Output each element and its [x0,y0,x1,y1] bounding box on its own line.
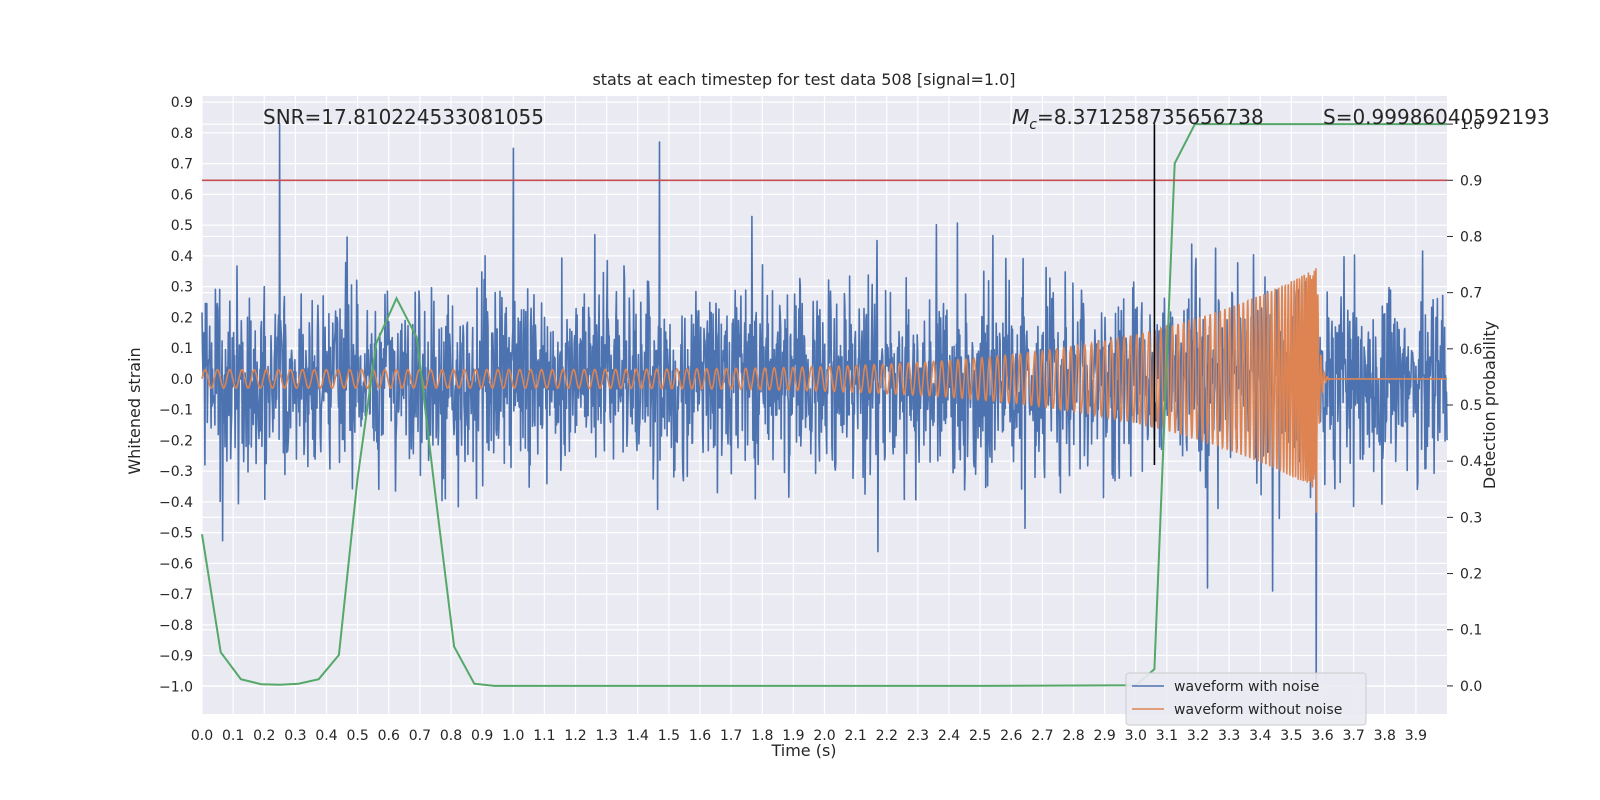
y2-tick-label: 0.6 [1460,342,1482,358]
y-tick-label: 0.5 [171,218,193,234]
x-tick-label: 1.6 [689,728,711,744]
x-tick-label: 0.6 [378,728,400,744]
mc-subscript: c [1029,117,1037,133]
s-annotation: S=0.99986040592193 [1323,105,1550,129]
x-tick-label: 0.3 [284,728,306,744]
x-tick-label: 2.7 [1031,728,1053,744]
y2-tick-label: 0.8 [1460,229,1482,245]
x-tick-label: 0.1 [222,728,244,744]
legend: waveform with noise waveform without noi… [1125,672,1367,726]
x-tick-label: 3.0 [1125,728,1147,744]
mc-symbol: M [1012,105,1029,129]
x-tick-label: 3.8 [1374,728,1396,744]
y-tick-label: 0.1 [171,341,193,357]
y-tick-label: 0.8 [171,126,193,142]
x-tick-label: 2.3 [907,728,929,744]
x-tick-label: 1.2 [564,728,586,744]
y-tick-label: 0.9 [171,95,193,111]
x-tick-label: 1.1 [533,728,555,744]
x-tick-label: 0.9 [471,728,493,744]
x-tick-label: 3.6 [1311,728,1333,744]
y-tick-label: −0.4 [159,495,193,511]
y-tick-label: −0.6 [159,556,193,572]
x-tick-label: 0.0 [191,728,213,744]
x-tick-label: 2.4 [938,728,960,744]
x-tick-label: 2.6 [1000,728,1022,744]
x-tick-label: 3.5 [1280,728,1302,744]
mc-value: =8.371258735656738 [1037,105,1264,129]
y-tick-label: 0.2 [171,310,193,326]
x-tick-label: 1.5 [658,728,680,744]
x-tick-label: 0.8 [440,728,462,744]
x-tick-label: 3.7 [1342,728,1364,744]
x-tick-label: 3.9 [1405,728,1427,744]
y-axis-label: Whitened strain [125,347,144,474]
x-tick-label: 1.9 [782,728,804,744]
y-tick-label: 0.0 [171,372,193,388]
y2-tick-label: 0.9 [1460,173,1482,189]
y-tick-label: −1.0 [159,679,193,695]
series-group [201,122,1448,688]
x-tick-label: 2.5 [969,728,991,744]
x-tick-label: 2.1 [844,728,866,744]
x-tick-label: 1.7 [720,728,742,744]
series-detection-probability [201,123,1447,687]
y-tick-label: −0.7 [159,587,193,603]
x-tick-label: 3.1 [1156,728,1178,744]
y2-tick-label: 0.0 [1460,679,1482,695]
x-tick-label: 0.7 [409,728,431,744]
x-tick-label: 3.4 [1249,728,1271,744]
y-ticks: 0.9 0.8 0.7 0.6 0.5 0.4 0.3 0.2 0.1 0.0 −0.1 −0.2 −0… [159,95,193,695]
y-tick-label: −0.2 [159,433,193,449]
x-tick-label: 1.3 [595,728,617,744]
y-tick-label: −0.3 [159,464,193,480]
y2-tick-label: 0.2 [1460,567,1482,583]
x-ticks: 0.0 0.1 0.2 0.3 0.4 0.5 0.6 0.7 0.8 0.9 1.0 1.1 1.2 1… [191,728,1427,744]
x-tick-label: 1.8 [751,728,773,744]
y-tick-label: 0.4 [171,249,193,265]
y2-tick-label: 0.1 [1460,623,1482,639]
x-tick-label: 3.3 [1218,728,1240,744]
y2-tick-label: 0.7 [1460,286,1482,302]
x-tick-label: 2.0 [813,728,835,744]
legend-box [1125,672,1367,726]
y2-tick-label: 1.0 [1460,117,1482,133]
chart-title: stats at each timestep for test data 508… [592,70,1015,89]
x-tick-label: 0.2 [253,728,275,744]
y2-tick-label: 0.5 [1460,398,1482,414]
y-tick-label: 0.3 [171,280,193,296]
y2-tick-label: 0.4 [1460,454,1482,470]
y-tick-label: −0.1 [159,403,193,419]
y-tick-label: 0.6 [171,187,193,203]
snr-annotation: SNR=17.810224533081055 [263,105,544,129]
x-tick-label: 0.5 [346,728,368,744]
x-tick-label: 3.2 [1187,728,1209,744]
legend-label-noise: waveform with noise [1174,679,1319,695]
mc-annotation: Mc=8.371258735656738 [1012,105,1264,133]
x-tick-label: 1.4 [627,728,649,744]
y-tick-label: −0.9 [159,649,193,665]
x-tick-label: 2.9 [1093,728,1115,744]
y-tick-label: 0.7 [171,157,193,173]
x-tick-label: 2.2 [876,728,898,744]
y-tick-label: −0.8 [159,618,193,634]
y2-ticks: 0.0 0.1 0.2 0.3 0.4 0.5 0.6 0.7 0.8 0.9 1.0 [1447,117,1482,695]
x-axis-label: Time (s) [770,741,836,760]
legend-label-clean: waveform without noise [1174,702,1342,718]
y2-axis-label: Detection probability [1480,321,1499,489]
series-waveform-without-noise [201,268,1447,513]
x-tick-label: 0.4 [315,728,337,744]
x-tick-label: 2.8 [1062,728,1084,744]
x-tick-label: 1.0 [502,728,524,744]
y-tick-label: −0.5 [159,526,193,542]
y2-tick-label: 0.3 [1460,510,1482,526]
